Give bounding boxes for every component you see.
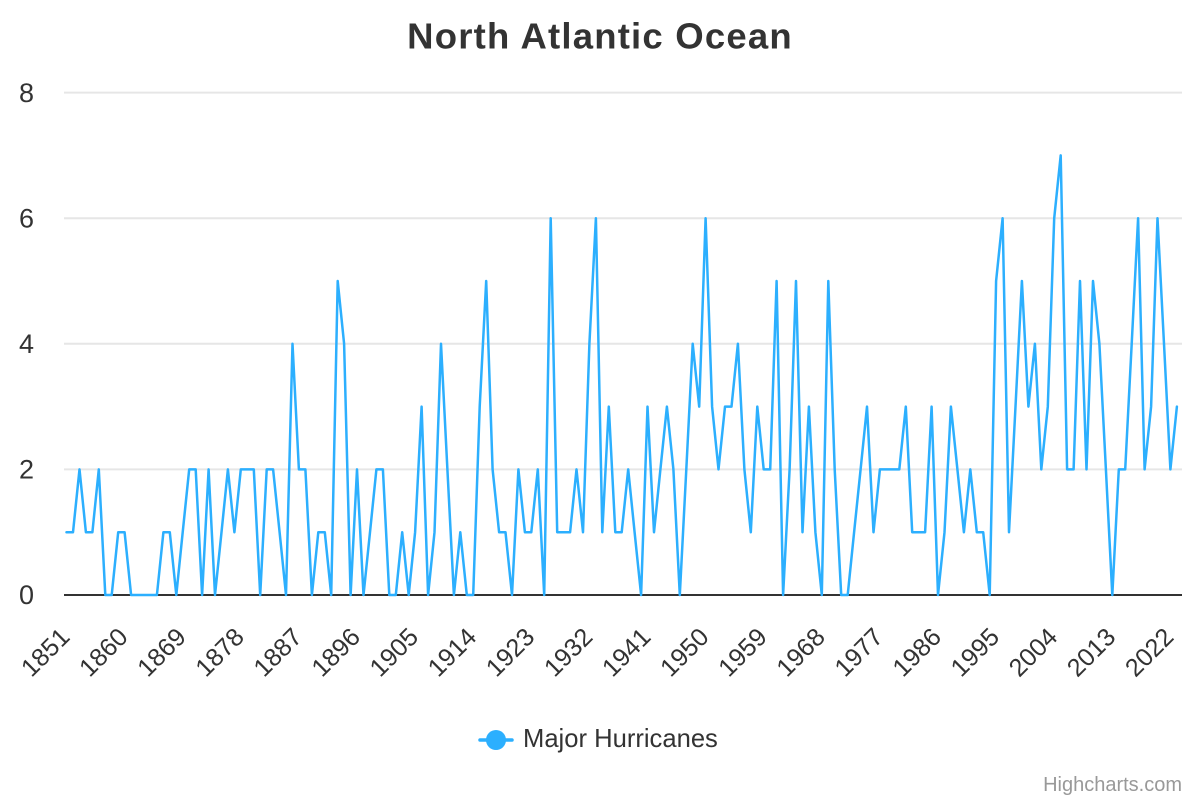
svg-text:6: 6 <box>19 203 34 233</box>
svg-text:Highcharts.com: Highcharts.com <box>1043 774 1182 796</box>
svg-text:0: 0 <box>19 580 34 610</box>
svg-text:North Atlantic Ocean: North Atlantic Ocean <box>407 15 793 56</box>
svg-text:2: 2 <box>19 455 34 485</box>
svg-text:Major Hurricanes: Major Hurricanes <box>523 725 718 753</box>
svg-text:4: 4 <box>19 329 34 359</box>
svg-text:8: 8 <box>19 78 34 108</box>
